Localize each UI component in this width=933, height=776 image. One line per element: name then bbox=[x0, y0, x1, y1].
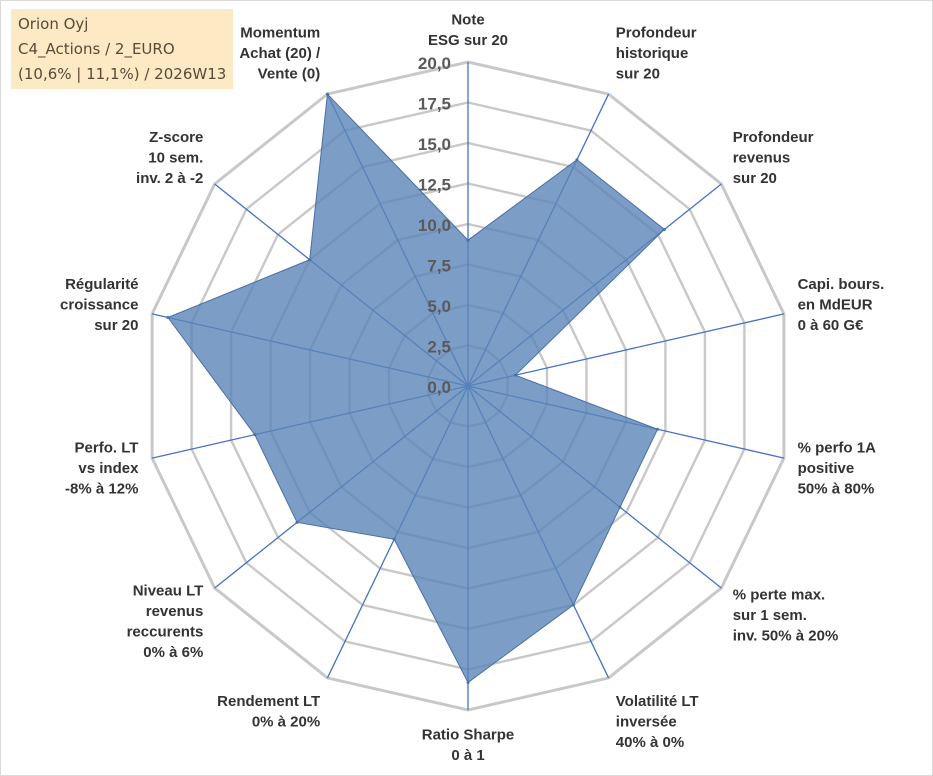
axis-label: Profondeur revenus sur 20 bbox=[733, 129, 814, 187]
axis-label-line: 0% à 6% bbox=[143, 644, 203, 661]
axis-label-line: % perfo 1A bbox=[798, 439, 877, 456]
axis-label-line: Ratio Sharpe bbox=[422, 727, 515, 744]
radar-axis-labels: Note ESG sur 20 Profondeur historique sur 20… bbox=[60, 12, 884, 765]
axis-label-line: inversée bbox=[616, 714, 677, 731]
axis-label: Niveau LT revenus reccurents 0% à 6% bbox=[127, 583, 204, 662]
data-point bbox=[513, 373, 517, 377]
data-point bbox=[392, 537, 396, 541]
axis-label-line: positive bbox=[798, 460, 855, 477]
axis-label-line: Profondeur bbox=[616, 24, 697, 41]
axis-label-line: en MdEUR bbox=[798, 297, 873, 314]
axis-label-line: Capi. bours. bbox=[798, 276, 885, 293]
axis-label: Ratio Sharpe 0 à 1 bbox=[422, 727, 515, 765]
axis-label: % perte max. sur 1 sem. inv. 50% à 20% bbox=[733, 586, 839, 644]
axis-label-line: reccurents bbox=[127, 624, 204, 641]
tick-label: 20,0 bbox=[418, 54, 451, 73]
axis-label-line: Achat (20) / bbox=[239, 45, 321, 62]
axis-label-line: -8% à 12% bbox=[65, 480, 138, 497]
axis-label-line: Profondeur bbox=[733, 129, 814, 146]
data-point bbox=[325, 92, 329, 96]
data-point bbox=[618, 505, 622, 509]
data-point bbox=[166, 316, 170, 320]
data-point bbox=[575, 158, 579, 162]
axis-label-line: Momentum bbox=[240, 24, 320, 41]
fund-category: C4_Actions / 2_EURO bbox=[18, 40, 175, 58]
axis-label: Rendement LT 0% à 20% bbox=[217, 693, 320, 731]
axis-spoke bbox=[467, 313, 785, 387]
axis-label-line: sur 1 sem. bbox=[733, 607, 807, 624]
tick-label: 15,0 bbox=[418, 135, 451, 154]
axis-label-line: 10 sem. bbox=[148, 150, 203, 167]
radar-tick-labels: 0,0 2,5 5,0 7,5 10,0 12,5 15,0 17,5 20,0 bbox=[418, 54, 451, 397]
axis-label-line: % perte max. bbox=[733, 586, 826, 603]
tick-label: 5,0 bbox=[427, 297, 451, 316]
performance-stats: (10,6% | 11,1%) / 2026W13 bbox=[18, 65, 227, 83]
axis-label: Note ESG sur 20 bbox=[428, 12, 508, 50]
tick-label: 2,5 bbox=[427, 338, 451, 357]
axis-label-line: Niveau LT bbox=[133, 583, 204, 600]
data-point bbox=[253, 433, 257, 437]
tick-label: 7,5 bbox=[427, 257, 451, 276]
axis-label-line: Note bbox=[451, 12, 484, 29]
axis-label-line: ESG sur 20 bbox=[428, 32, 508, 49]
axis-label: Volatilité LT inversée 40% à 0% bbox=[616, 693, 699, 751]
data-point bbox=[308, 258, 312, 262]
data-point bbox=[295, 520, 299, 524]
axis-label-line: Volatilité LT bbox=[616, 693, 699, 710]
axis-label: Perfo. LT vs index -8% à 12% bbox=[65, 439, 139, 497]
data-point bbox=[662, 227, 666, 231]
axis-label-line: sur 20 bbox=[733, 170, 777, 187]
axis-label-line: 40% à 0% bbox=[616, 734, 684, 751]
tick-label: 10,0 bbox=[418, 216, 451, 235]
axis-label-line: Z-score bbox=[149, 129, 203, 146]
data-point bbox=[571, 603, 575, 607]
axis-label-line: inv. 2 à -2 bbox=[136, 170, 203, 187]
axis-label-line: inv. 50% à 20% bbox=[733, 627, 839, 644]
axis-label-line: sur 20 bbox=[616, 65, 660, 82]
axis-label-line: sur 20 bbox=[94, 317, 138, 334]
axis-label-line: Régularité bbox=[65, 276, 138, 293]
axis-label: Capi. bours. en MdEUR 0 à 60 G€ bbox=[798, 276, 885, 334]
series-area bbox=[167, 92, 666, 684]
axis-label-line: 0 à 60 G€ bbox=[798, 317, 865, 334]
axis-label-line: revenus bbox=[146, 603, 204, 620]
axis-label: % perfo 1A positive 50% à 80% bbox=[798, 439, 877, 497]
tick-label: 0,0 bbox=[427, 378, 451, 397]
data-point bbox=[466, 680, 470, 684]
info-box: Orion Oyj C4_Actions / 2_EURO (10,6% | 1… bbox=[11, 9, 233, 89]
axis-label-line: croissance bbox=[60, 297, 138, 314]
radar-series bbox=[166, 92, 666, 684]
axis-label: Momentum Achat (20) / Vente (0) bbox=[239, 24, 321, 82]
axis-label: Profondeur historique sur 20 bbox=[616, 24, 697, 82]
company-name: Orion Oyj bbox=[18, 15, 89, 33]
axis-label-line: vs index bbox=[78, 460, 139, 477]
axis-label-line: revenus bbox=[733, 150, 791, 167]
axis-label-line: 0 à 1 bbox=[451, 747, 484, 764]
axis-label-line: 50% à 80% bbox=[798, 480, 875, 497]
data-point bbox=[466, 238, 470, 242]
axis-label-line: 0% à 20% bbox=[252, 714, 320, 731]
tick-label: 12,5 bbox=[418, 176, 451, 195]
axis-label-line: historique bbox=[616, 45, 689, 62]
axis-label-line: Vente (0) bbox=[258, 65, 321, 82]
data-point bbox=[656, 427, 660, 431]
axis-label: Régularité croissance sur 20 bbox=[60, 276, 138, 334]
axis-label-line: Perfo. LT bbox=[75, 439, 139, 456]
tick-label: 17,5 bbox=[418, 95, 451, 114]
axis-label: Z-score 10 sem. inv. 2 à -2 bbox=[136, 129, 203, 187]
axis-label-line: Rendement LT bbox=[217, 693, 320, 710]
